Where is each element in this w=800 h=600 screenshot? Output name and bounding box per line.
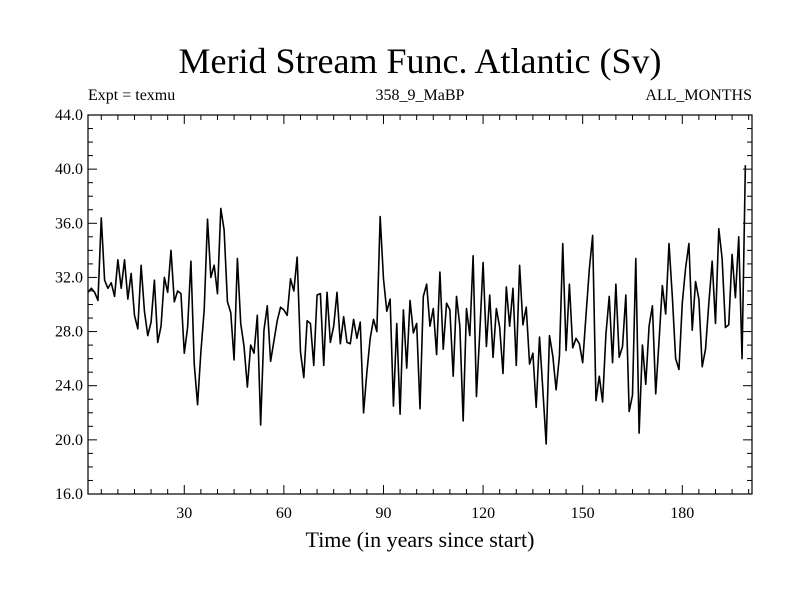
series-line — [87, 165, 747, 445]
y-tick-label: 32.0 — [55, 269, 83, 286]
dataset-label: 358_9_MaBP — [376, 87, 465, 104]
data-series — [87, 165, 747, 445]
x-axis-label: Time (in years since start) — [306, 527, 535, 552]
axes — [87, 114, 753, 495]
ticks: 16.0 20.0 24.0 28.0 32.0 36.0 40.0 44.0 30 60 90 12… — [55, 107, 752, 522]
plot-frame — [87, 114, 753, 495]
x-tick-label: 90 — [375, 505, 391, 522]
y-tick-label: 16.0 — [55, 486, 83, 503]
y-tick-label: 36.0 — [55, 215, 83, 232]
experiment-label: Expt = texmu — [88, 87, 175, 104]
y-tick-label: 20.0 — [55, 432, 83, 449]
x-tick-label: 60 — [276, 505, 292, 522]
x-tick-label: 180 — [670, 505, 694, 522]
months-label: ALL_MONTHS — [645, 87, 752, 104]
y-tick-label: 44.0 — [55, 107, 83, 124]
y-tick-label: 24.0 — [55, 378, 83, 395]
chart-title: Merid Stream Func. Atlantic (Sv) — [179, 41, 662, 81]
y-tick-label: 28.0 — [55, 324, 83, 341]
x-tick-label: 30 — [176, 505, 192, 522]
x-tick-label: 120 — [471, 505, 495, 522]
x-tick-label: 150 — [571, 505, 595, 522]
y-tick-label: 40.0 — [55, 161, 83, 178]
